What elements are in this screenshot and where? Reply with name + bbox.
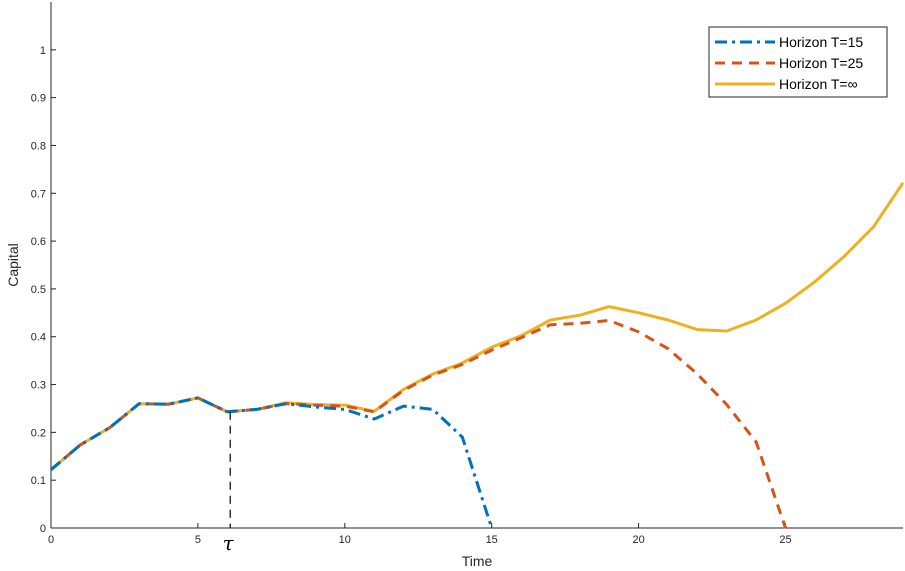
x-tick-label: 25 bbox=[779, 534, 791, 546]
y-tick-label: 0.1 bbox=[31, 475, 46, 487]
x-tick-label: 20 bbox=[632, 534, 644, 546]
x-tick-label: 5 bbox=[195, 534, 201, 546]
series-line bbox=[50, 396, 494, 529]
y-tick-label: 0.7 bbox=[31, 188, 46, 200]
y-tick-label: 0.5 bbox=[31, 284, 46, 296]
y-tick-label: 0.6 bbox=[31, 236, 46, 248]
y-tick-label: 0.8 bbox=[31, 140, 46, 152]
x-tick-label: 15 bbox=[486, 534, 498, 546]
series-line bbox=[50, 319, 787, 529]
x-axis-label: Time bbox=[462, 553, 493, 569]
y-tick-label: 0.4 bbox=[31, 332, 46, 344]
tick-marks: 00.10.20.30.40.50.60.70.80.910 5 10 15 20 25 bbox=[31, 45, 792, 546]
x-tick-label: 0 bbox=[48, 534, 54, 546]
legend-entry: Horizon T=15 bbox=[779, 34, 863, 50]
tau-annotation: τ bbox=[223, 411, 235, 555]
y-axis-label: Capital bbox=[5, 243, 21, 287]
y-tick-label: 0.2 bbox=[31, 427, 46, 439]
series-line bbox=[50, 181, 905, 471]
legend-entry: Horizon T=25 bbox=[779, 55, 863, 71]
y-tick-label: 0 bbox=[40, 523, 46, 535]
x-tick-label: 10 bbox=[339, 534, 351, 546]
tau-label: τ bbox=[223, 531, 235, 555]
y-tick-label: 0.9 bbox=[31, 93, 46, 105]
legend-entry: Horizon T=∞ bbox=[779, 76, 858, 92]
y-tick-label: 0.3 bbox=[31, 380, 46, 392]
series-lines bbox=[50, 181, 905, 529]
y-tick-label: 1 bbox=[40, 45, 46, 57]
axes bbox=[50, 2, 903, 529]
legend: Horizon T=15 Horizon T=25 Horizon T=∞ bbox=[708, 26, 888, 98]
